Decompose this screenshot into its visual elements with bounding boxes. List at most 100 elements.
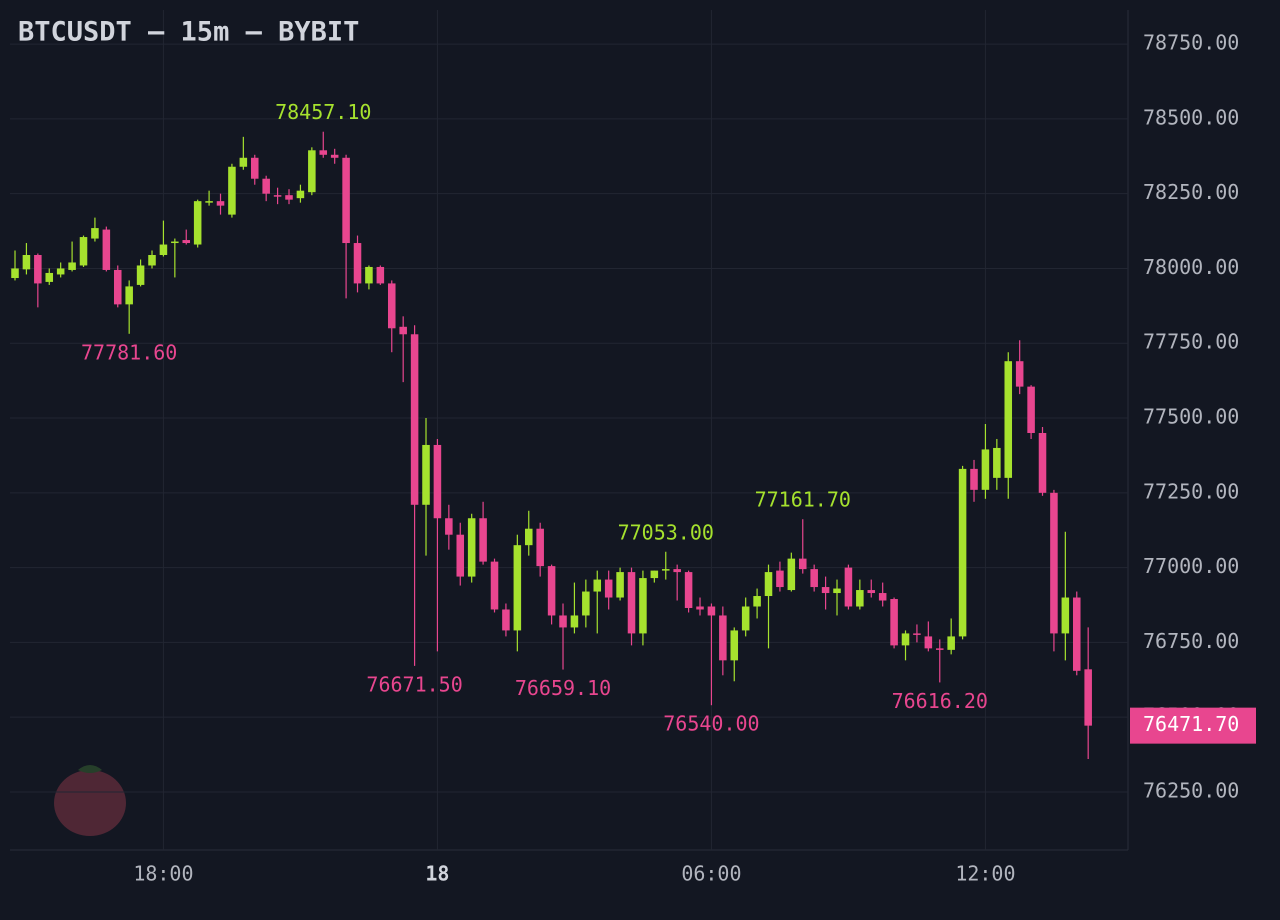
candle-body — [148, 255, 156, 266]
last-price-label: 76471.70 — [1143, 712, 1239, 736]
candle-body — [833, 588, 841, 594]
candle-body — [422, 444, 430, 505]
candle-body — [730, 630, 739, 661]
candle-body — [935, 648, 944, 650]
candle-body — [947, 636, 955, 650]
annotation-label: 77781.60 — [81, 340, 177, 364]
y-tick-label: 77750.00 — [1143, 330, 1239, 354]
candle-body — [901, 633, 910, 646]
candle-body — [502, 609, 510, 631]
candle-body — [913, 633, 921, 635]
candle-body — [821, 587, 830, 594]
candle-body — [604, 579, 613, 598]
candle-body — [34, 255, 42, 284]
annotation-label: 78457.10 — [275, 100, 371, 124]
candle-body — [445, 518, 453, 535]
candle-body — [125, 286, 133, 305]
candle-body — [1038, 432, 1047, 493]
candle-body — [661, 569, 670, 571]
candle-body — [798, 558, 807, 570]
candle-body — [810, 569, 818, 588]
candle-body — [570, 615, 579, 628]
y-tick-label: 77000.00 — [1143, 554, 1239, 578]
candle-body — [45, 272, 54, 282]
annotation-label: 76671.50 — [366, 672, 462, 696]
candle-body — [216, 201, 225, 206]
candle-body — [1027, 386, 1035, 433]
candle-body — [524, 528, 533, 546]
candle-body — [1050, 492, 1058, 634]
candle-body — [1072, 597, 1081, 671]
candle-body — [68, 262, 76, 270]
candle-body — [582, 591, 590, 616]
candle-body — [878, 593, 887, 601]
candle-body — [273, 195, 282, 197]
candle-body — [924, 636, 933, 649]
x-tick-label: 06:00 — [681, 862, 741, 886]
candle-body — [993, 447, 1001, 478]
candle-body — [776, 570, 784, 588]
candle-body — [490, 561, 499, 610]
candle-body — [11, 268, 19, 279]
last-price-tag — [1130, 707, 1256, 744]
candle-body — [856, 590, 864, 607]
candle-body — [342, 157, 350, 244]
candle-body — [296, 190, 305, 199]
candle-body — [456, 534, 465, 577]
candle-body — [513, 545, 522, 631]
candle-body — [639, 578, 647, 634]
candle-body — [330, 154, 339, 158]
y-tick-label: 78750.00 — [1143, 31, 1239, 55]
candle-body — [467, 518, 476, 577]
candle-body — [753, 596, 761, 607]
candle-body — [696, 606, 704, 610]
candle-body — [113, 269, 122, 305]
watermark — [54, 765, 126, 836]
candle-body — [616, 572, 624, 598]
x-tick-label: 18:00 — [133, 862, 193, 886]
candle-body — [387, 283, 396, 329]
candle-body — [650, 570, 659, 579]
y-tick-label: 77250.00 — [1143, 479, 1239, 503]
candle-body — [970, 468, 978, 490]
candle-body — [787, 558, 796, 591]
candle-body — [764, 572, 773, 597]
candle-body — [1015, 361, 1024, 387]
candle-body — [867, 590, 876, 594]
x-tick-label: 18 — [425, 862, 449, 886]
candle-body — [399, 326, 407, 335]
y-tick-label: 78250.00 — [1143, 180, 1239, 204]
annotation-label: 77053.00 — [618, 520, 714, 544]
annotation-label: 76540.00 — [663, 712, 759, 736]
candle-body — [433, 444, 442, 519]
candle-body — [981, 449, 990, 490]
candle-body — [1084, 669, 1092, 726]
candle-body — [136, 265, 145, 285]
candle-body — [547, 566, 556, 616]
candle-body — [239, 157, 248, 167]
candle-body — [741, 606, 750, 631]
annotation-label: 76659.10 — [515, 676, 611, 700]
candle-body — [593, 579, 602, 592]
candle-body — [536, 528, 544, 567]
candle-body — [205, 201, 213, 203]
candle-body — [79, 237, 88, 266]
candle-body — [365, 266, 373, 284]
candle-body — [22, 255, 31, 270]
y-tick-label: 78000.00 — [1143, 255, 1239, 279]
candle-body — [559, 615, 567, 628]
candle-body — [707, 606, 716, 616]
candle-body — [1004, 361, 1013, 478]
candle-body — [171, 241, 179, 244]
candle-body — [319, 150, 328, 155]
candle-body — [250, 157, 259, 179]
candle-body — [684, 572, 693, 608]
candle-body — [890, 599, 898, 646]
candle-body — [285, 195, 293, 200]
y-tick-label: 76250.00 — [1143, 778, 1239, 802]
candle-body — [193, 201, 202, 245]
candle-body — [844, 567, 853, 607]
candle-body — [410, 334, 419, 505]
